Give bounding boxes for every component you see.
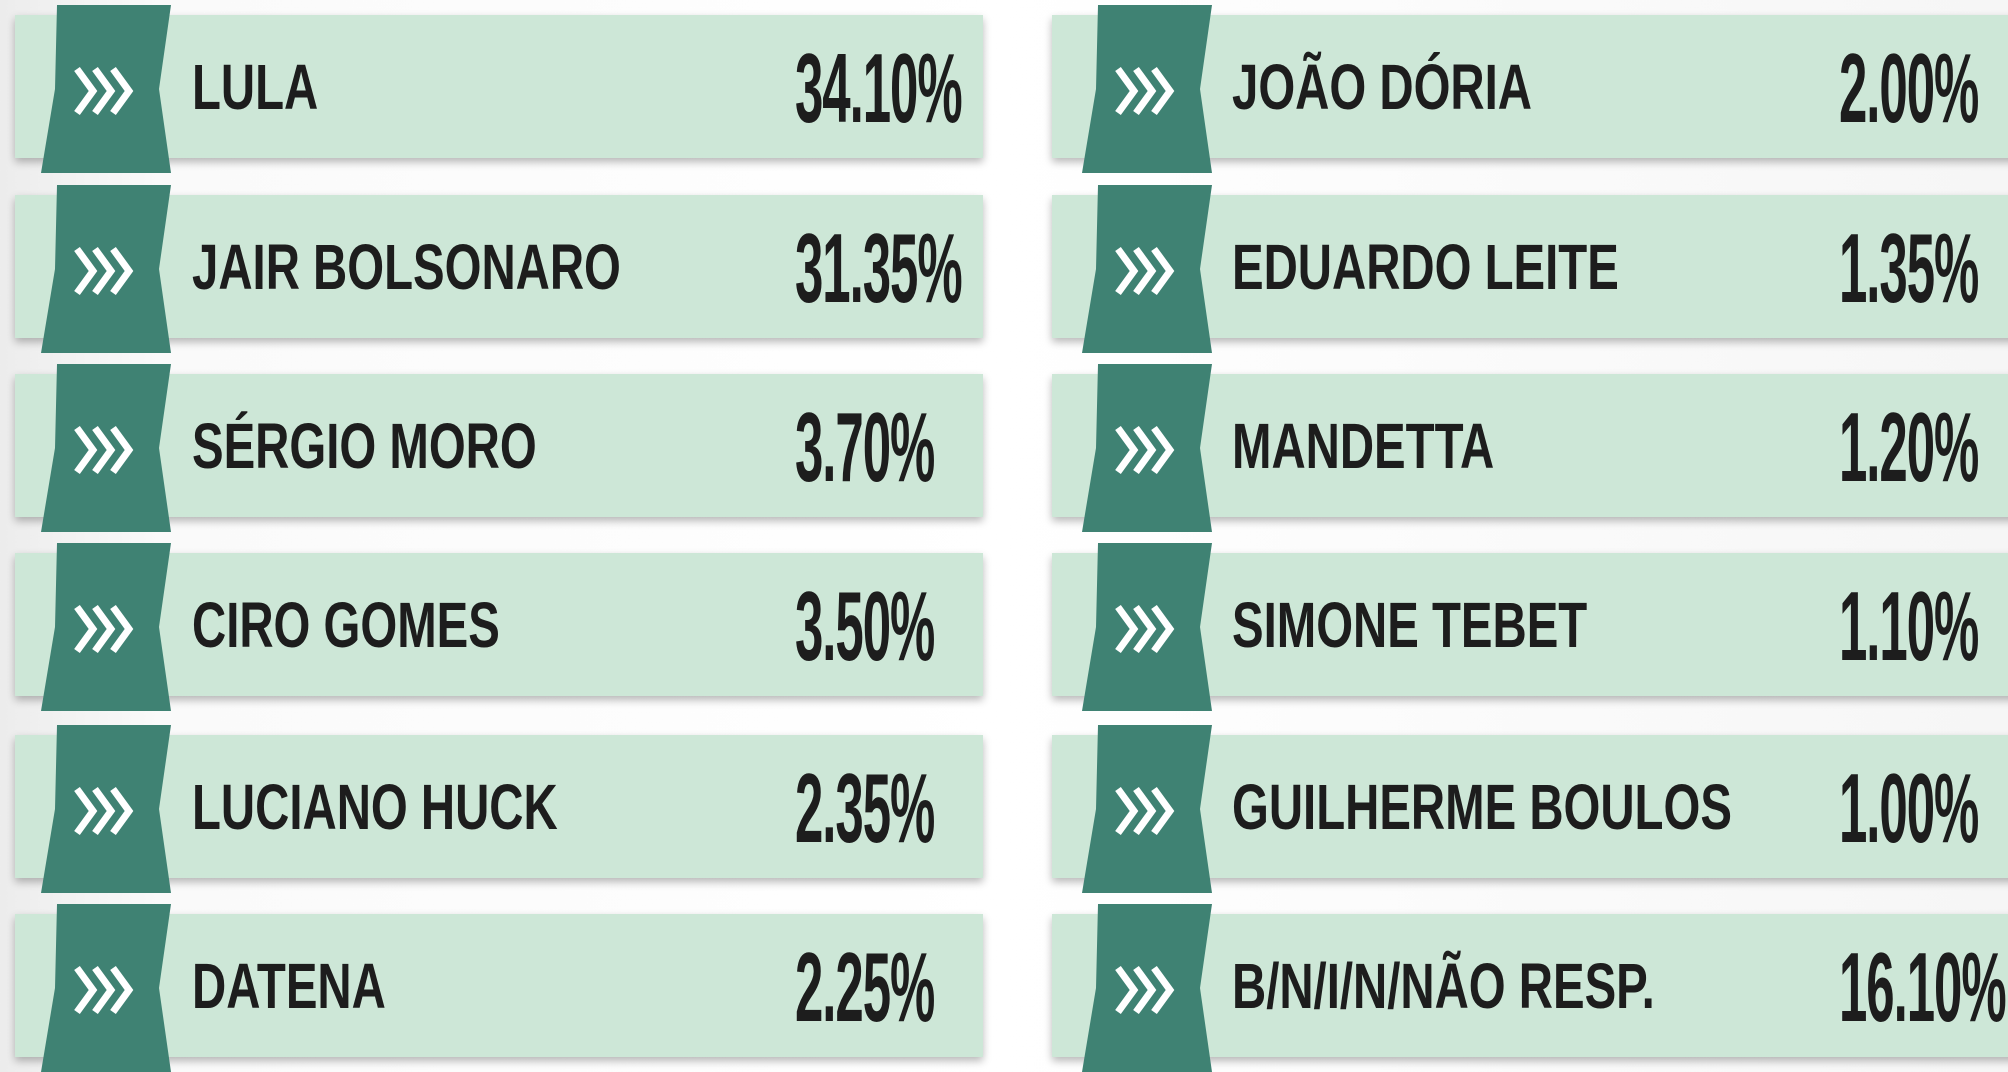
candidate-share: 16.10% [1839,932,2007,1042]
candidate-card: MANDETTA 1.20% [1052,364,2008,532]
candidate-share: 3.70% [795,392,935,502]
candidate-card: B/N/I/N/NÃO RESP. 16.10% [1052,904,2008,1072]
candidate-name: CIRO GOMES [192,589,500,661]
chevron [92,66,116,116]
candidate-name: SIMONE TEBET [1232,589,1588,661]
candidate-card: GUILHERME BOULOS 1.00% [1052,725,2008,893]
chevron [1133,786,1157,836]
candidate-name: LULA [192,51,319,123]
chevron [110,66,134,116]
candidate-card: LUCIANO HUCK 2.35% [15,725,983,893]
candidate-card: SIMONE TEBET 1.10% [1052,543,2008,711]
chevron [1151,786,1175,836]
chevron [1115,604,1139,654]
chevron [92,965,116,1015]
chevron [1133,66,1157,116]
arrow-tab [1082,904,1212,1072]
chevron [110,425,134,475]
chevron [1151,66,1175,116]
chevron [92,786,116,836]
candidate-card: JOÃO DÓRIA 2.00% [1052,5,2008,173]
arrow-tab [41,185,171,353]
candidate-share: 1.35% [1839,213,1979,323]
arrow-tab [1082,5,1212,173]
candidate-card: DATENA 2.25% [15,904,983,1072]
chevron [110,965,134,1015]
chevron [74,66,98,116]
chevron [110,604,134,654]
chevron [1151,246,1175,296]
chevron [1115,425,1139,475]
chevron [1151,965,1175,1015]
chevron [74,604,98,654]
candidate-share: 1.00% [1839,753,1979,863]
chevron [1115,66,1139,116]
chevron [1115,786,1139,836]
candidate-share: 34.10% [795,33,963,143]
arrow-tab [41,904,171,1072]
arrow-tab [41,543,171,711]
candidate-name: B/N/I/N/NÃO RESP. [1232,950,1655,1022]
arrow-tab [41,364,171,532]
chevron [110,786,134,836]
chevron [74,965,98,1015]
candidate-share: 2.25% [795,932,935,1042]
arrow-tab [41,725,171,893]
candidate-share: 2.00% [1839,33,1979,143]
chevron [74,786,98,836]
chevron [1133,425,1157,475]
arrow-tab [41,5,171,173]
candidate-name: EDUARDO LEITE [1232,231,1619,303]
arrow-tab [1082,185,1212,353]
chevron [74,246,98,296]
chevron [92,604,116,654]
arrow-tab [1082,543,1212,711]
candidate-card: LULA 34.10% [15,5,983,173]
candidate-name: SÉRGIO MORO [192,410,537,482]
chevron [1133,604,1157,654]
arrow-tab [1082,725,1212,893]
candidate-card: SÉRGIO MORO 3.70% [15,364,983,532]
chevron [1115,246,1139,296]
candidate-name: JOÃO DÓRIA [1232,51,1532,123]
candidate-name: LUCIANO HUCK [192,771,558,843]
candidate-name: MANDETTA [1232,410,1495,482]
candidate-name: JAIR BOLSONARO [192,231,621,303]
chevron [1151,604,1175,654]
chevron [74,425,98,475]
candidate-share: 31.35% [795,213,963,323]
candidate-share: 2.35% [795,753,935,863]
chevron [1151,425,1175,475]
candidate-share: 3.50% [795,571,935,681]
chevron [92,246,116,296]
chevron [1115,965,1139,1015]
chevron [1133,246,1157,296]
candidate-card: CIRO GOMES 3.50% [15,543,983,711]
candidate-name: DATENA [192,950,386,1022]
chevron [110,246,134,296]
candidate-name: GUILHERME BOULOS [1232,771,1732,843]
candidate-card: EDUARDO LEITE 1.35% [1052,185,2008,353]
candidate-share: 1.20% [1839,392,1979,502]
candidate-card: JAIR BOLSONARO 31.35% [15,185,983,353]
candidate-share: 1.10% [1839,571,1979,681]
chevron [92,425,116,475]
arrow-tab [1082,364,1212,532]
chevron [1133,965,1157,1015]
